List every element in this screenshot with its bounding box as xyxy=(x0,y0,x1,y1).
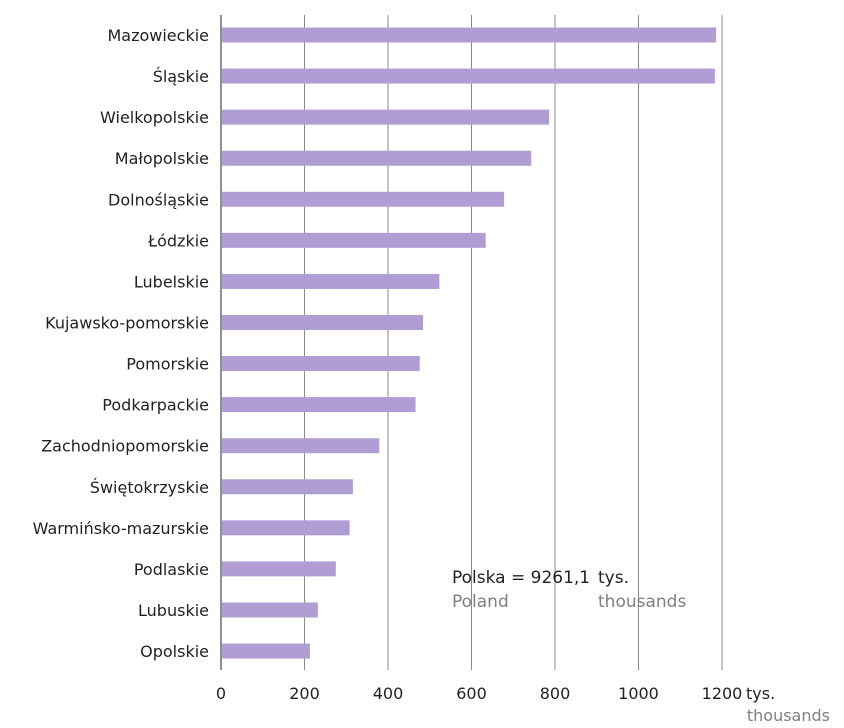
bar xyxy=(222,27,717,43)
bar xyxy=(222,520,350,536)
category-label: Wielkopolskie xyxy=(100,108,209,127)
bar xyxy=(222,273,440,289)
bar xyxy=(222,356,420,372)
category-label: Podlaskie xyxy=(134,560,209,579)
bars xyxy=(222,27,717,659)
x-tick-label: 1000 xyxy=(618,684,659,703)
total-annotation-unit: tys. xyxy=(598,568,629,588)
category-label: Lubelskie xyxy=(134,272,209,291)
bar xyxy=(222,561,336,577)
x-tick-label: 200 xyxy=(289,684,320,703)
category-label: Śląskie xyxy=(153,67,209,86)
x-tick-label: 1200 xyxy=(702,684,743,703)
bar xyxy=(222,397,416,413)
x-tick-labels: 0 200 400 600 800 1000 1200 xyxy=(216,684,742,703)
bar xyxy=(222,602,318,618)
category-label: Zachodniopomorskie xyxy=(41,437,209,456)
bar xyxy=(222,109,550,125)
bar xyxy=(222,438,380,454)
bar xyxy=(222,68,715,84)
category-label: Warmińsko-mazurskie xyxy=(33,519,209,538)
x-axis-unit: tys. xyxy=(746,684,775,703)
category-label: Dolnośląskie xyxy=(108,190,209,209)
bar xyxy=(222,150,532,166)
x-tick-label: 800 xyxy=(540,684,571,703)
bar xyxy=(222,479,353,495)
category-labels: Mazowieckie Śląskie Wielkopolskie Małopolsk… xyxy=(33,26,209,661)
bar xyxy=(222,232,486,248)
x-tick-label: 400 xyxy=(373,684,404,703)
category-label: Lubuskie xyxy=(138,601,209,620)
category-label: Podkarpackie xyxy=(102,396,209,415)
category-label: Pomorskie xyxy=(126,355,209,374)
bar xyxy=(222,643,310,659)
category-label: Łódzkie xyxy=(147,231,209,250)
category-label: Świętokrzyskie xyxy=(90,478,209,497)
total-annotation-english: Poland xyxy=(452,592,509,612)
category-label: Małopolskie xyxy=(115,149,209,168)
category-label: Opolskie xyxy=(140,642,209,661)
x-axis-unit-english: thousands xyxy=(747,706,830,725)
bar xyxy=(222,314,424,330)
x-tick-label: 600 xyxy=(456,684,487,703)
category-label: Mazowieckie xyxy=(107,26,209,45)
bar xyxy=(222,191,505,207)
total-annotation-unit-english: thousands xyxy=(598,592,686,612)
category-label: Kujawsko-pomorskie xyxy=(45,313,209,332)
total-annotation: Polska = 9261,1 xyxy=(452,568,590,588)
x-tick-label: 0 xyxy=(216,684,226,703)
